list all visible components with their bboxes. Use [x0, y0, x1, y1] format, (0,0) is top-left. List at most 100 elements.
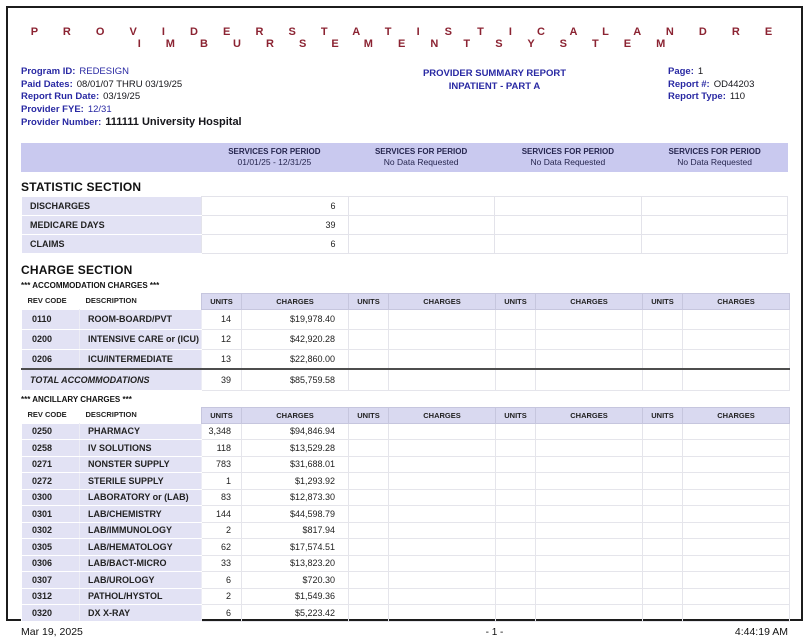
- total-charges-cell: [388, 368, 496, 391]
- units-cell: [642, 472, 683, 490]
- charges-cell: [535, 521, 643, 539]
- charges-cell: [535, 554, 643, 572]
- charges-cell: $817.94: [241, 521, 349, 539]
- report-header: Program ID: REDESIGN Paid Dates: 08/01/07 T…: [21, 66, 788, 130]
- statistic-row-value: [640, 214, 788, 235]
- charges-cell: $22,860.00: [241, 348, 349, 370]
- units-cell: [642, 571, 683, 589]
- rev-code-cell: 0320: [21, 604, 80, 622]
- header-left-line: Provider Number: 111111 University Hospit…: [21, 116, 321, 130]
- period-title: SERVICES FOR PERIOD: [228, 146, 321, 156]
- statistic-row-value: [640, 195, 788, 216]
- charges-cell: $720.30: [241, 571, 349, 589]
- units-cell: [642, 455, 683, 473]
- rev-code-cell: 0312: [21, 587, 80, 605]
- description-cell: IV SOLUTIONS: [79, 439, 202, 457]
- units-cell: [495, 505, 536, 523]
- rev-code-cell: 0206: [21, 348, 80, 370]
- description-cell: INTENSIVE CARE or (ICU): [79, 328, 202, 350]
- rev-code-header: REV CODE: [27, 410, 67, 420]
- header-left-line: Report Run Date: 03/19/25: [21, 91, 321, 104]
- units-cell: [642, 328, 683, 350]
- charges-header: CHARGES: [388, 292, 496, 310]
- statistic-section-title: STATISTIC SECTION: [21, 179, 142, 194]
- charges-cell: [388, 571, 496, 589]
- units-cell: [642, 348, 683, 370]
- description-cell: STERILE SUPPLY: [79, 472, 202, 490]
- description-cell: PHARMACY: [79, 422, 202, 440]
- header-left-label: Program ID:: [21, 66, 76, 77]
- charges-cell: [682, 571, 790, 589]
- period-column: SERVICES FOR PERIOD No Data Requested: [641, 146, 788, 168]
- units-cell: [495, 538, 536, 556]
- units-header: UNITS: [642, 292, 683, 310]
- units-cell: 118: [201, 439, 242, 457]
- description-cell: LAB/HEMATOLOGY: [79, 538, 202, 556]
- header-left-label: Provider FYE:: [21, 103, 84, 115]
- units-cell: [348, 587, 389, 605]
- total-label-cell: TOTAL ACCOMMODATIONS: [21, 368, 202, 391]
- charges-header: CHARGES: [535, 292, 643, 310]
- units-cell: 2: [201, 521, 242, 539]
- units-cell: [495, 308, 536, 330]
- units-cell: 83: [201, 488, 242, 506]
- units-cell: [642, 439, 683, 457]
- header-right-line: Report #: OD44203: [668, 79, 788, 92]
- charges-cell: [682, 554, 790, 572]
- charges-header: CHARGES: [682, 292, 790, 310]
- charges-cell: [388, 587, 496, 605]
- rev-code-cell: 0110: [21, 308, 80, 330]
- units-cell: [348, 505, 389, 523]
- charges-cell: [535, 328, 643, 350]
- units-cell: [495, 521, 536, 539]
- units-cell: [495, 604, 536, 622]
- charges-header: CHARGES: [241, 406, 349, 424]
- charges-cell: [388, 455, 496, 473]
- charges-cell: [535, 571, 643, 589]
- report-footer: Mar 19, 2025 - 1 - 4:44:19 AM: [21, 622, 788, 638]
- header-left-line: Provider FYE: 12/31: [21, 104, 321, 117]
- charges-cell: [535, 348, 643, 370]
- description-cell: LAB/CHEMISTRY: [79, 505, 202, 523]
- rev-code-cell: 0271: [21, 455, 80, 473]
- header-right-label: Report Type:: [668, 91, 726, 102]
- period-subtitle: No Data Requested: [383, 156, 459, 167]
- units-cell: [348, 538, 389, 556]
- charge-row: 0302 LAB/IMMUNOLOGY 2 $817.94: [21, 521, 790, 539]
- statistic-row-label: MEDICARE DAYS: [21, 214, 202, 235]
- rev-code-cell: 0200: [21, 328, 80, 350]
- charge-row: 0320 DX X-RAY 6 $5,223.42: [21, 604, 790, 622]
- period-subtitle: 01/01/25 - 12/31/25: [237, 156, 312, 167]
- units-cell: 14: [201, 308, 242, 330]
- statistic-row-value: [347, 195, 495, 216]
- rev-code-cell: 0258: [21, 439, 80, 457]
- statistic-row-value: [494, 195, 642, 216]
- units-header: UNITS: [348, 292, 389, 310]
- rev-code-cell: 0307: [21, 571, 80, 589]
- header-left-block: Program ID: REDESIGN Paid Dates: 08/01/07 T…: [21, 66, 321, 130]
- header-right-value: 1: [697, 66, 704, 77]
- rev-code-cell: 0305: [21, 538, 80, 556]
- units-cell: [495, 455, 536, 473]
- units-cell: [348, 348, 389, 370]
- units-cell: [348, 472, 389, 490]
- charges-cell: $13,823.20: [241, 554, 349, 572]
- charges-cell: [682, 538, 790, 556]
- charges-cell: [535, 455, 643, 473]
- charges-cell: [388, 328, 496, 350]
- charge-header-row: REV CODE DESCRIPTION UNITS CHARGES UNITS CHAR…: [22, 292, 790, 310]
- units-cell: [495, 554, 536, 572]
- header-right-line: Page: 1: [668, 66, 788, 79]
- total-units-cell: 39: [201, 368, 242, 391]
- charges-cell: $44,598.79: [241, 505, 349, 523]
- accommodation-charges-title: *** ACCOMMODATION CHARGES ***: [21, 280, 160, 290]
- charges-cell: [682, 328, 790, 350]
- charges-header: CHARGES: [388, 406, 496, 424]
- units-header: UNITS: [495, 292, 536, 310]
- header-left-label: Provider Number:: [21, 117, 102, 128]
- units-cell: [495, 328, 536, 350]
- charges-cell: [535, 488, 643, 506]
- rev-code-cell: 0302: [21, 521, 80, 539]
- header-right-value: OD44203: [713, 78, 755, 90]
- header-left-value: 111111 University Hospital: [105, 116, 242, 128]
